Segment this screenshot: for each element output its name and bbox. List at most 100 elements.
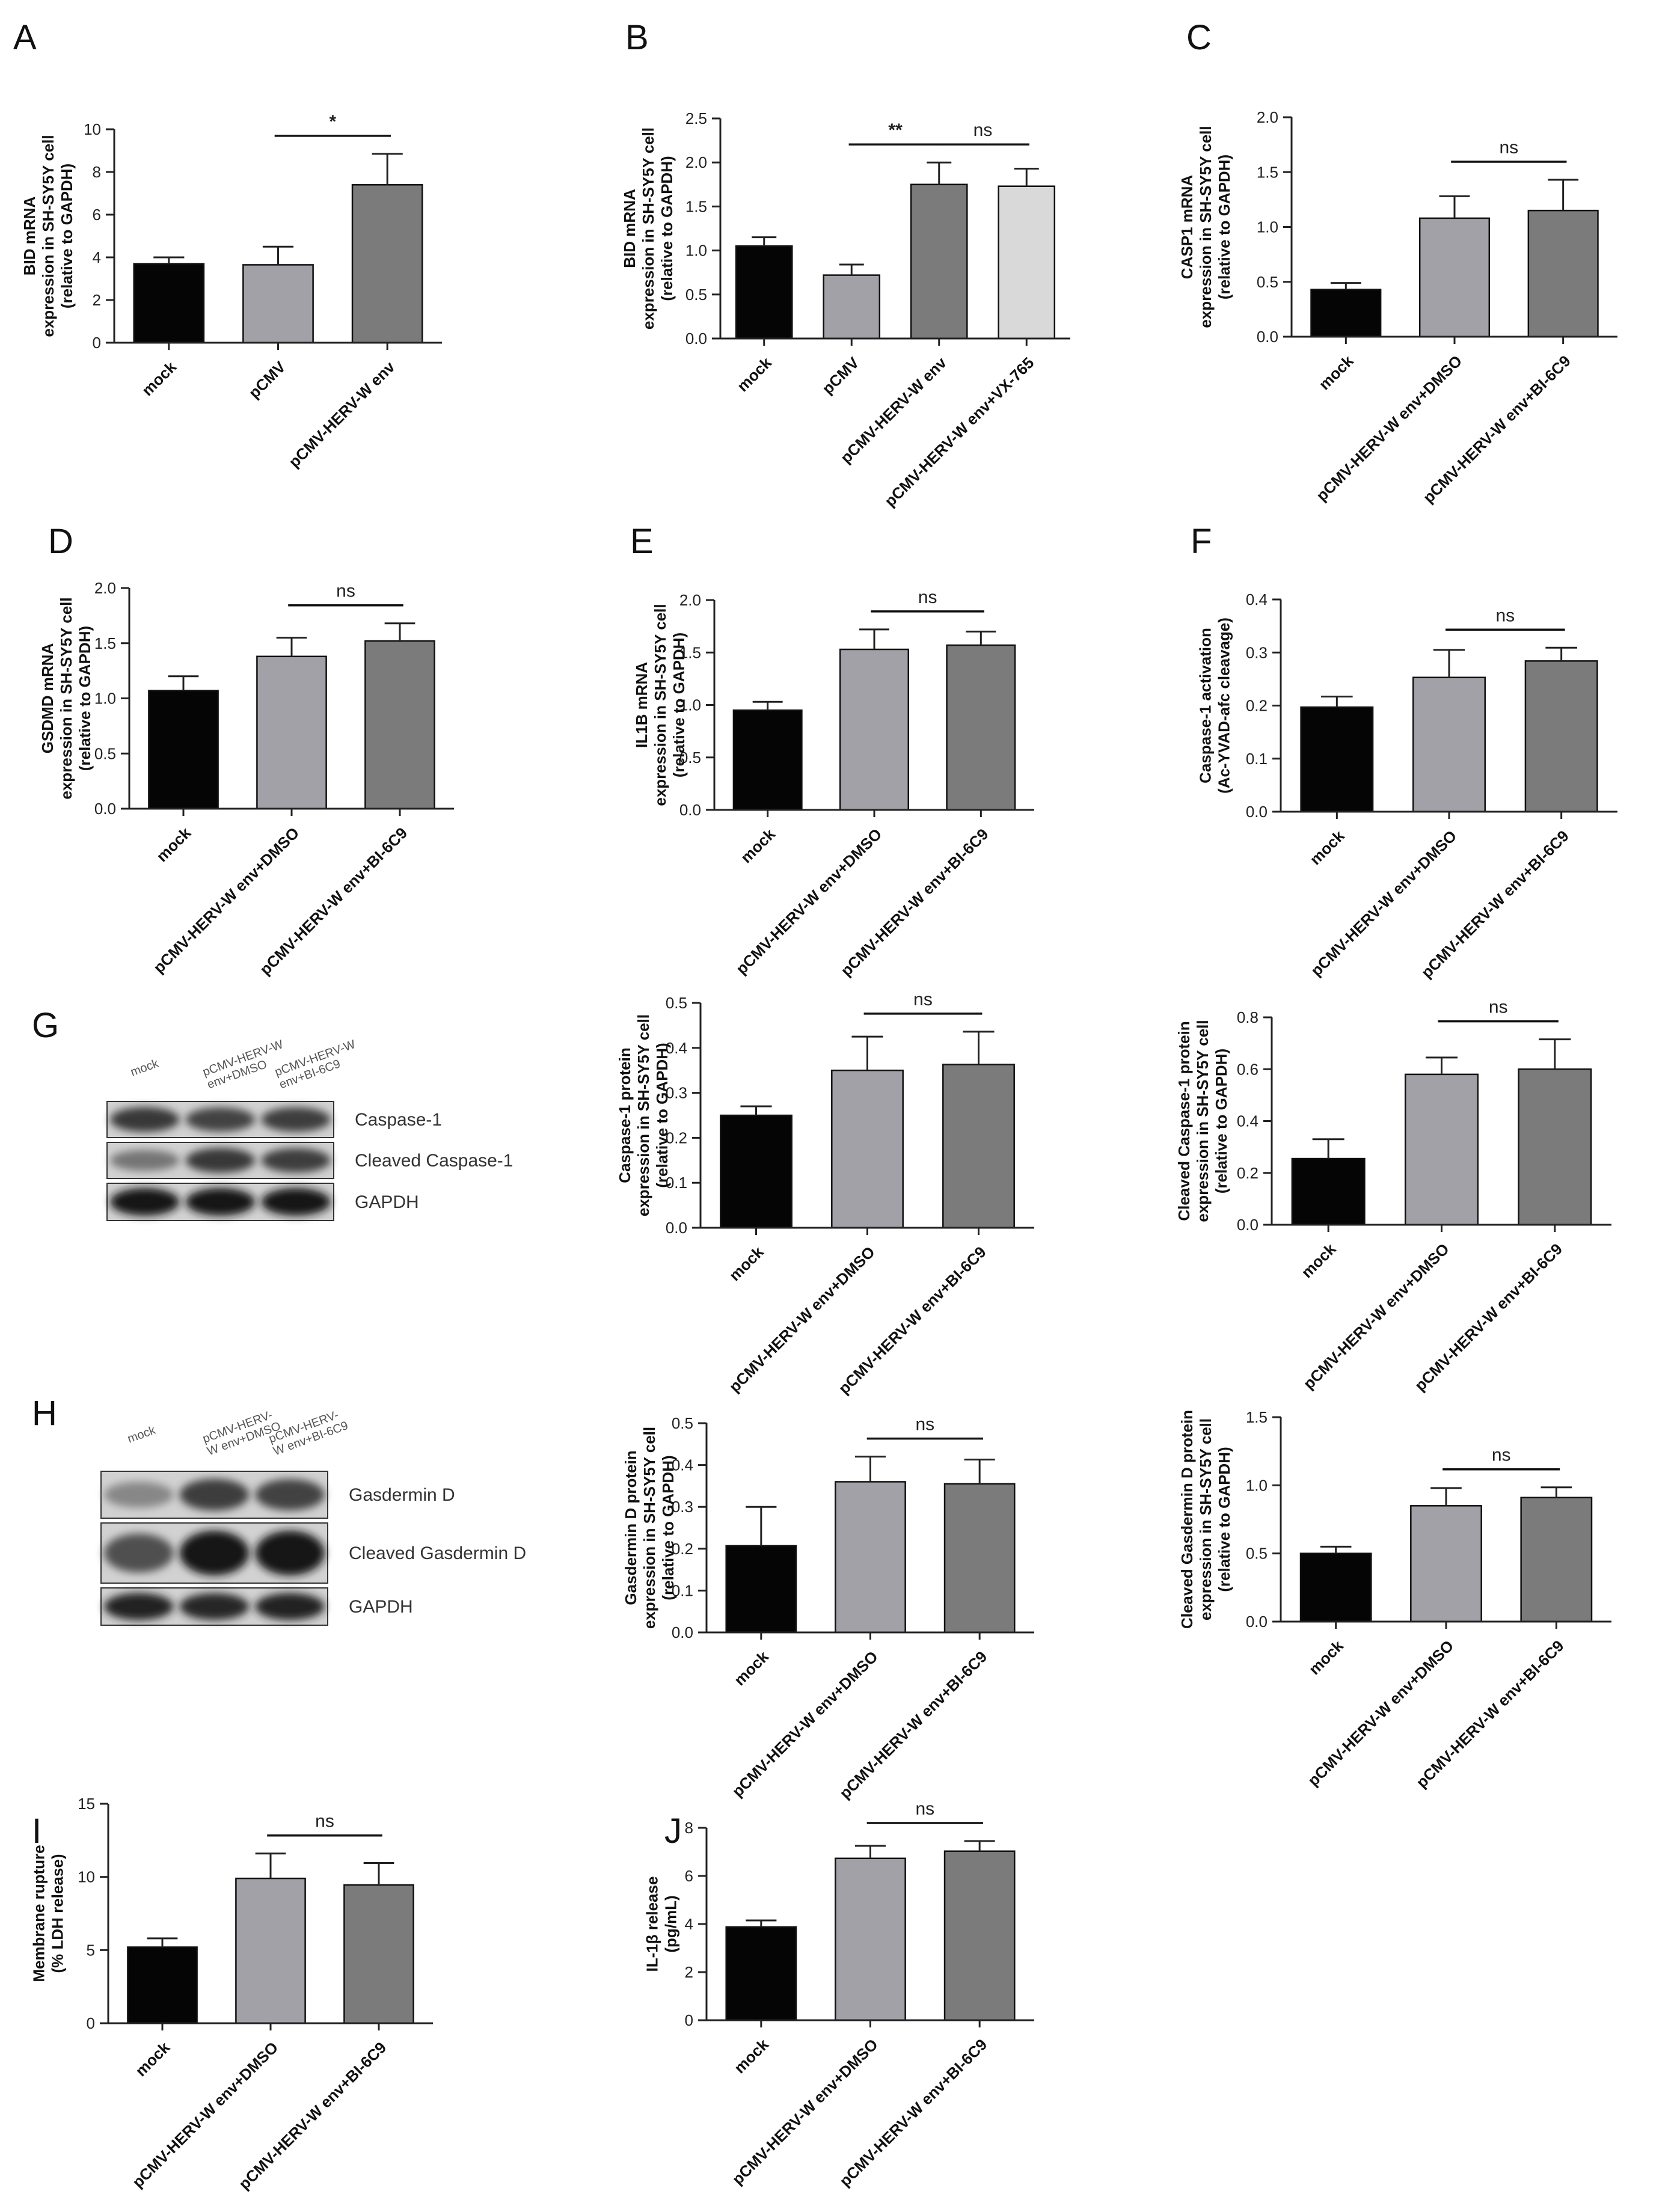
y-tick-label: 2 [685,1963,693,1981]
blot-band [261,1107,331,1132]
y-tick-label: 1.5 [1246,1408,1268,1426]
panel-letter: C [1186,18,1212,57]
y-axis-label-line: CASP1 mRNA [1178,175,1196,280]
bar-2 [1524,660,1598,813]
y-tick-label: 6 [93,206,101,224]
blot-band [110,1187,180,1216]
y-axis-label-line: (relative to GAPDH) [1215,155,1233,299]
y-tick-label: 1.5 [1257,163,1278,181]
y-axis-label: GSDMD mRNAexpression in SH-SY5Y cell(rel… [38,597,94,799]
y-axis-label-line: expression in SH-SY5Y cell [639,127,657,329]
bar-2 [1527,209,1599,338]
blot-band [255,1593,325,1620]
bar-0 [735,245,793,340]
y-axis-label: IL1B mRNAexpression in SH-SY5Y cell(rela… [633,604,688,806]
bar-0 [732,709,803,811]
significance-label: ns [1489,997,1508,1017]
significance-label: ns [1495,605,1515,625]
panel-letter: G [32,1006,59,1045]
y-axis-label: CASP1 mRNAexpression in SH-SY5Y cell(rel… [1178,126,1233,328]
blot-band [110,1150,180,1171]
y-tick-label: 10 [78,1868,95,1886]
bar-1 [1410,1505,1482,1623]
y-axis-label-line: Gasdermin D protein [622,1450,640,1605]
y-tick-label: 0.1 [666,1174,687,1192]
y-tick-label: 0.2 [666,1129,687,1147]
y-axis-label-line: GSDMD mRNA [38,643,57,754]
bar-2 [351,184,423,344]
y-tick-label: 2.0 [94,579,116,597]
y-tick-label: 0.0 [672,1623,693,1641]
y-tick-label: 0 [93,334,101,352]
y-tick-label: 0.1 [1246,750,1268,768]
bar-2 [910,183,968,340]
y-axis-label-line: (relative to GAPDH) [76,626,94,771]
y-axis-label-line: Caspase-1 activation [1197,628,1215,783]
bar-0 [1300,706,1374,813]
significance-label: ns [315,1812,334,1831]
bar-0 [1310,289,1382,338]
bar-2 [364,640,435,810]
bar-0 [1299,1552,1372,1623]
y-axis-label-line: Membrane rupture [30,1845,48,1982]
y-axis-label-line: (relative to GAPDH) [658,156,676,301]
bar-0 [720,1114,792,1229]
y-tick-label: 1.0 [685,242,707,260]
bar-1 [839,648,909,811]
significance-label: ** [888,120,903,140]
y-tick-label: 1.5 [679,643,701,661]
y-tick-label: 0.8 [1237,1008,1258,1026]
y-tick-label: 0.3 [1246,643,1268,661]
significance-label: ns [918,587,937,607]
y-tick-label: 0 [87,2014,95,2032]
bar-1 [835,1857,906,2021]
y-tick-label: 0.0 [1257,328,1278,346]
y-tick-label: 0 [685,2011,693,2029]
significance-label: ns [915,1799,934,1819]
y-axis-label-line: (relative to GAPDH) [670,633,688,777]
y-tick-label: 1.0 [94,690,116,708]
y-tick-label: 0.2 [1237,1164,1258,1182]
band-label: Cleaved Gasdermin D [349,1543,526,1563]
y-tick-label: 0.0 [1237,1216,1258,1234]
y-tick-label: 10 [84,120,101,138]
y-tick-label: 1.5 [685,197,707,215]
y-axis-label-line: (% LDH release) [49,1854,67,1973]
y-tick-label: 0.4 [672,1456,693,1474]
y-axis-label-line: expression in SH-SY5Y cell [57,597,75,799]
y-tick-label: 0.5 [672,1414,693,1432]
y-tick-label: 5 [87,1941,95,1959]
panel-letter: J [664,1812,682,1851]
significance-label: ns [915,1415,934,1435]
panel-letter: B [625,18,649,57]
y-axis-label: Membrane rupture(% LDH release) [30,1845,67,1982]
y-axis-label: Cleaved Gasdermin D proteinexpression in… [1178,1410,1233,1629]
y-axis-label-line: expression in SH-SY5Y cell [634,1014,652,1216]
y-axis-label-line: BID mRNA [20,197,38,276]
y-axis-label-line: (pg/mL) [662,1895,680,1952]
band-label: Caspase-1 [355,1110,442,1130]
significance-label: ns [1492,1445,1511,1465]
y-axis-label-line: (relative to GAPDH) [653,1043,671,1187]
y-axis-label-line: expression in SH-SY5Y cell [1194,1020,1212,1222]
y-axis-label-line: expression in SH-SY5Y cell [39,135,57,337]
bar-2 [946,644,1016,811]
significance-label: ns [336,581,355,601]
blot-band [261,1187,331,1216]
significance-label: ns [1499,138,1518,158]
bar-2 [1520,1497,1593,1623]
y-tick-label: 1.0 [679,696,701,714]
panel-letter: I [32,1812,41,1851]
y-axis-label-line: (relative to GAPDH) [1212,1049,1230,1193]
y-tick-label: 8 [685,1819,693,1837]
y-tick-label: 0.1 [672,1581,693,1599]
bar-1 [835,1481,906,1634]
bar-2 [943,1850,1016,2021]
y-axis-label-line: (relative to GAPDH) [659,1455,677,1600]
panel-letter: A [13,18,37,57]
y-tick-label: 2.5 [685,109,707,127]
y-tick-label: 2 [93,291,101,309]
y-tick-label: 1.0 [1246,1476,1268,1494]
y-tick-label: 2.0 [1257,108,1278,126]
blot-band [255,1530,325,1576]
